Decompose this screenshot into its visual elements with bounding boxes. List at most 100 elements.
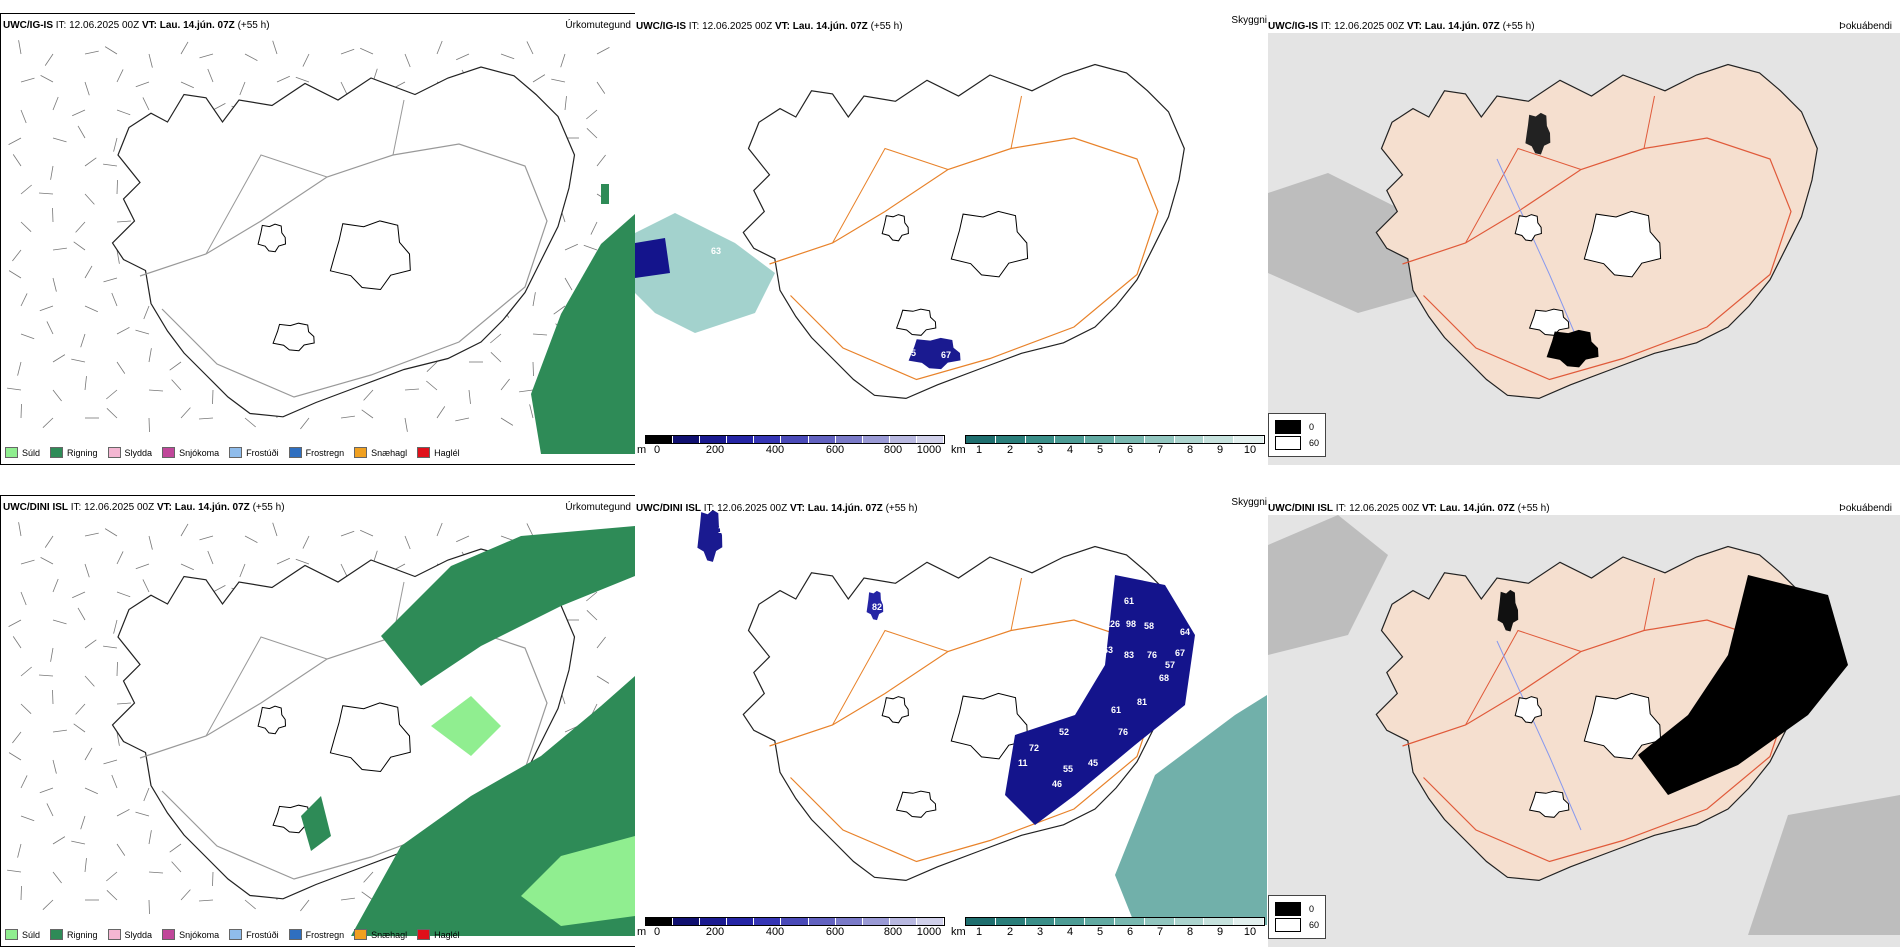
wind-barb bbox=[436, 406, 446, 419]
wind-barb bbox=[500, 417, 514, 426]
wind-barb bbox=[113, 137, 118, 152]
wind-barb bbox=[84, 157, 97, 167]
legend-swatch bbox=[229, 447, 243, 458]
glacier-outline bbox=[895, 790, 937, 818]
road-network bbox=[832, 147, 949, 244]
wind-barb bbox=[116, 702, 132, 705]
wind-barb bbox=[135, 81, 150, 88]
visibility-map-ig: UWC/IG-IS IT: 12.06.2025 00Z VT: Lau. 14… bbox=[635, 13, 1267, 465]
wind-barb bbox=[20, 333, 35, 340]
legend-item: Súld bbox=[5, 929, 40, 940]
wind-barb bbox=[12, 636, 22, 649]
legend-swatch bbox=[5, 929, 18, 940]
value-label: 63 bbox=[1103, 645, 1114, 655]
legend-label: 60 bbox=[1309, 920, 1320, 930]
river-network bbox=[1496, 640, 1582, 831]
legend-item: Súld bbox=[5, 447, 40, 458]
wind-barb bbox=[244, 417, 256, 428]
colorbar-tick: 10 bbox=[1243, 926, 1257, 938]
value-label: 63 bbox=[899, 383, 910, 393]
wind-barb bbox=[340, 530, 355, 537]
wind-barb bbox=[532, 333, 548, 336]
colorbar-unit: km bbox=[951, 926, 966, 938]
it-value: 12.06.2025 00Z bbox=[1334, 21, 1405, 32]
road-network bbox=[392, 99, 405, 156]
legend-swatch bbox=[50, 447, 64, 458]
vt-value: Lau. 14.jún. 07Z bbox=[159, 20, 235, 31]
wind-barb bbox=[104, 46, 118, 55]
wind-barb bbox=[180, 407, 191, 419]
vt-value: Lau. 14.jún. 07Z bbox=[174, 502, 250, 513]
precip-type-map-ig: UWC/IG-IS IT: 12.06.2025 00Z VT: Lau. 14… bbox=[0, 13, 636, 465]
wind-barb bbox=[20, 109, 27, 124]
wind-barb bbox=[116, 220, 132, 223]
legend-item: 60 bbox=[1275, 436, 1319, 450]
wind-barb bbox=[300, 899, 310, 912]
value-label: 67 bbox=[941, 350, 952, 360]
wind-barb bbox=[148, 535, 153, 550]
wind-barb bbox=[84, 639, 97, 649]
legend-item: Frostregn bbox=[288, 929, 344, 940]
colorbar-tick: 400 bbox=[765, 926, 785, 938]
lead-time: (+55 h) bbox=[1502, 21, 1535, 32]
value-label: 68 bbox=[1159, 673, 1170, 683]
legend-label: Snæhagl bbox=[371, 447, 408, 458]
wind-barb bbox=[116, 109, 131, 116]
legend-item: Snjókoma bbox=[162, 447, 219, 458]
wind-barb bbox=[560, 53, 566, 68]
glacier-outline bbox=[950, 210, 1029, 278]
wind-barb bbox=[84, 563, 90, 578]
value-label: 63 bbox=[711, 246, 722, 256]
wind-barb bbox=[106, 890, 118, 901]
wind-barb bbox=[77, 607, 86, 621]
wind-barb bbox=[39, 787, 54, 794]
road-network bbox=[139, 625, 548, 880]
wind-barb bbox=[8, 270, 22, 279]
legend-label: Haglél bbox=[434, 929, 460, 940]
wind-barb bbox=[12, 154, 22, 167]
road-network bbox=[205, 636, 328, 737]
wind-barb bbox=[583, 244, 598, 251]
wind-barb bbox=[40, 557, 54, 565]
wind-barb bbox=[148, 348, 152, 363]
wind-barb bbox=[148, 899, 150, 915]
glacier-outline bbox=[895, 308, 937, 336]
colorbar-ticks: m 0 200 400 600 800 1000 bbox=[637, 926, 945, 938]
road-network bbox=[1010, 95, 1022, 149]
colorbar-tick: 9 bbox=[1216, 444, 1224, 456]
wind-barb bbox=[52, 247, 67, 251]
wind-barb bbox=[148, 871, 164, 874]
legend-label: 60 bbox=[1309, 438, 1320, 448]
legend-swatch bbox=[229, 929, 243, 940]
wind-barb bbox=[456, 535, 470, 543]
wind-barb bbox=[212, 871, 214, 887]
road-network bbox=[1402, 137, 1792, 381]
wind-barb bbox=[295, 76, 310, 83]
wind-barb bbox=[106, 871, 118, 882]
it-value: 12.06.2025 00Z bbox=[84, 502, 155, 513]
wind-barb bbox=[272, 522, 278, 537]
wind-barb bbox=[46, 803, 54, 817]
value-label: 85 bbox=[906, 348, 917, 358]
legend-swatch bbox=[107, 447, 121, 458]
wind-barb bbox=[18, 40, 22, 55]
wind-barb bbox=[46, 321, 54, 335]
wind-barb bbox=[596, 675, 610, 684]
wind-barb bbox=[103, 277, 118, 283]
model-name: UWC/DINI ISL bbox=[636, 503, 701, 514]
wind-barb bbox=[116, 249, 120, 264]
legend-swatch bbox=[354, 929, 368, 940]
wind-barb bbox=[20, 184, 32, 195]
legend-label: Snjókoma bbox=[179, 447, 220, 458]
wind-barb bbox=[532, 74, 546, 83]
wind-barb bbox=[300, 417, 310, 430]
wind-barb bbox=[103, 163, 118, 167]
colorbar-tick: 1 bbox=[975, 926, 983, 938]
value-label: 76 bbox=[810, 871, 821, 881]
colorbar-tick: 800 bbox=[883, 926, 903, 938]
wind-barb bbox=[532, 361, 534, 377]
drizzle-area bbox=[431, 696, 501, 756]
wind-barb bbox=[103, 759, 118, 765]
colorbar-tick: 5 bbox=[1096, 444, 1104, 456]
wind-barb bbox=[456, 53, 470, 61]
